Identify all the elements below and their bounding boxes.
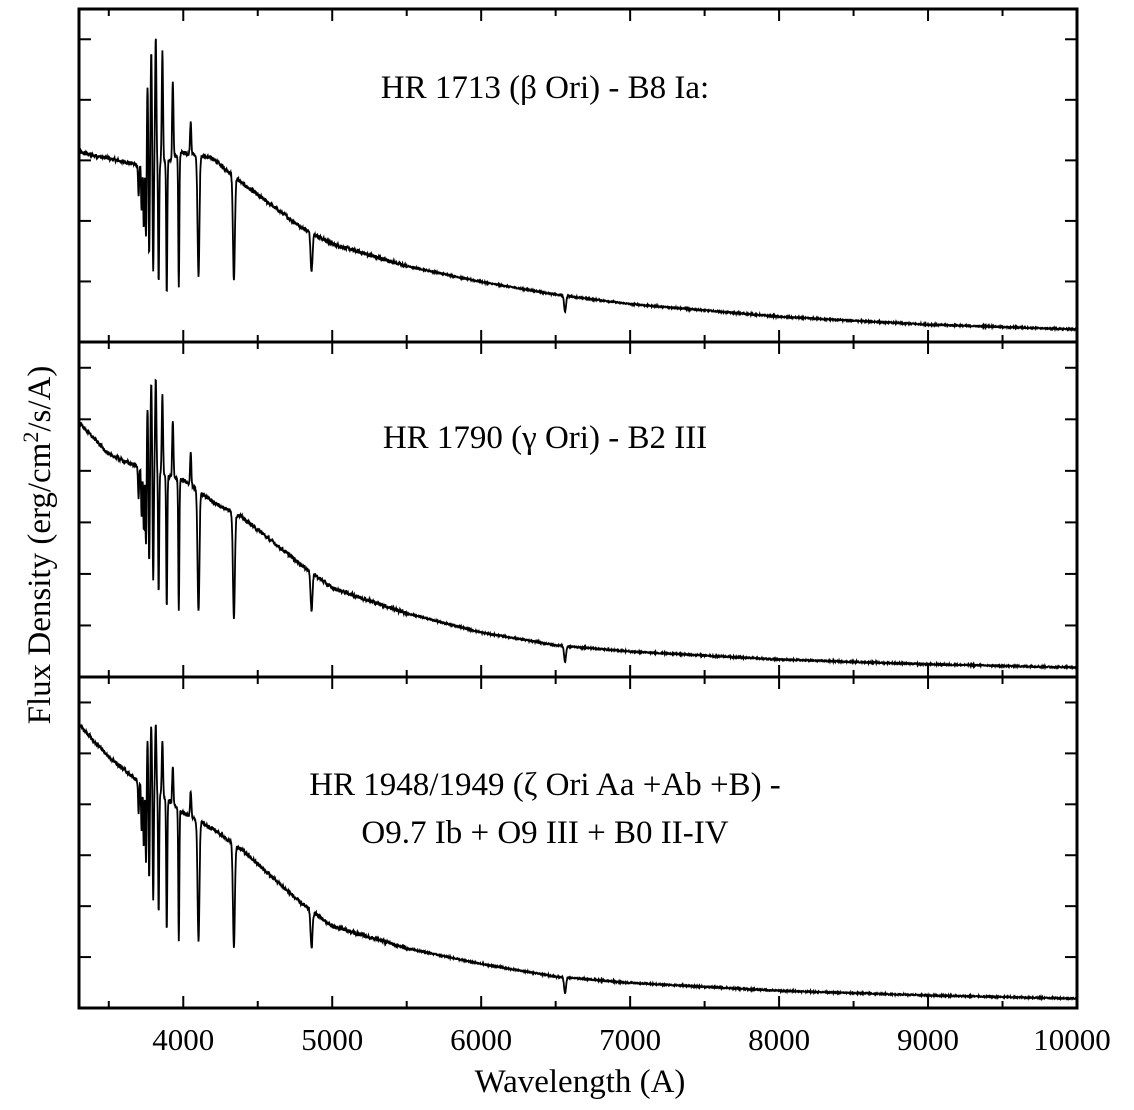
x-tick-label: 9000 — [897, 1022, 959, 1057]
x-tick-label: 7000 — [599, 1022, 661, 1057]
x-tick-label: 6000 — [450, 1022, 512, 1057]
spectrum-line — [78, 722, 1078, 1002]
x-tick-label: 4000 — [152, 1022, 214, 1057]
y-axis-title-tail: /s/A) — [22, 366, 58, 432]
panel-label: O9.7 Ib + O9 III + B0 II-IV — [361, 815, 728, 851]
panel-label: HR 1713 (β Ori) - B8 Ia: — [381, 70, 709, 106]
panel-label: HR 1790 (γ Ori) - B2 III — [383, 420, 707, 456]
spectrum-line — [78, 38, 1078, 333]
x-tick-label: 5000 — [301, 1022, 363, 1057]
panels-layer: HR 1713 (β Ori) - B8 Ia: HR 1790 (γ Ori) … — [77, 7, 1079, 1010]
spectrum-line — [78, 378, 1078, 672]
y-axis-title-superscript: 2 — [18, 432, 43, 443]
panel-label: HR 1948/1949 (ζ Ori Aa +Ab +B) - — [309, 767, 781, 803]
x-tick-label: 10000 — [1033, 1022, 1111, 1057]
x-axis-title: Wavelength (A) — [475, 1064, 686, 1100]
spectrum-panel: HR 1948/1949 (ζ Ori Aa +Ab +B) - O9.7 Ib … — [77, 675, 1079, 1010]
panel-frame — [77, 675, 1079, 1010]
y-axis-title: Flux Density (erg/cm2/s/A) — [18, 366, 59, 725]
y-axis-title-main: Flux Density (erg/cm — [22, 442, 58, 724]
x-axis: 4000 5000 6000 7000 8000 9000 10000 — [152, 1022, 1110, 1057]
x-tick-label: 8000 — [748, 1022, 810, 1057]
